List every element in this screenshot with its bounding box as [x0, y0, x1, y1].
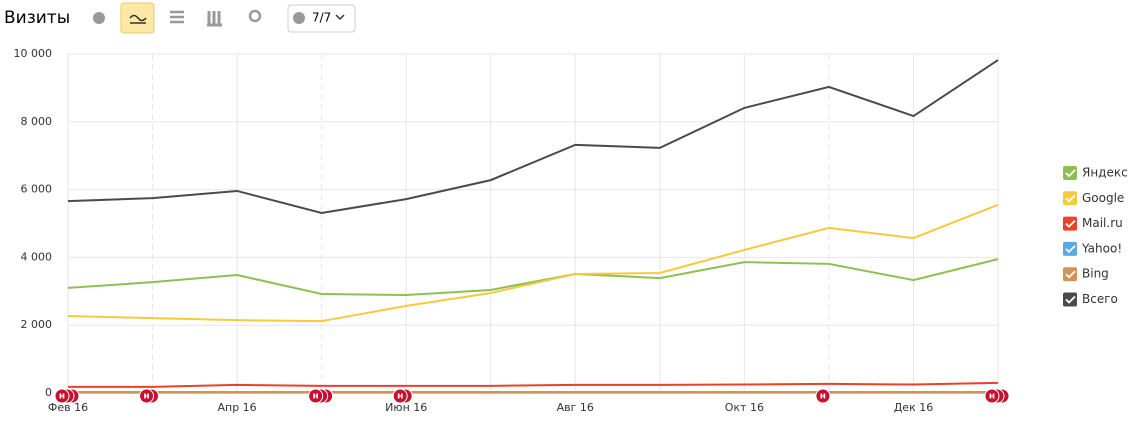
area-icon[interactable] — [170, 10, 184, 24]
annotation-label: н — [820, 392, 826, 402]
legend-label: Bing — [1082, 267, 1109, 281]
legend-label: Всего — [1082, 292, 1118, 306]
legend-label: Яндекс — [1082, 166, 1128, 180]
comment-icon — [293, 12, 305, 24]
annotation-label: н — [143, 392, 149, 402]
legend-check — [1065, 194, 1076, 203]
annotation-label: н — [313, 392, 319, 402]
x-tick-label: Июн 16 — [385, 401, 427, 414]
legend: Яндекс Google Mail.ru Yahoo! Bing Всего — [1063, 166, 1128, 307]
x-tick-label: Окт 16 — [725, 401, 764, 414]
annotation-label: н — [989, 392, 995, 402]
y-tick-label: 0 — [45, 386, 52, 399]
y-tick-label: 8 000 — [21, 115, 53, 128]
legend-label: Mail.ru — [1082, 216, 1123, 230]
dropdown-arrow — [335, 14, 345, 21]
legend-checkbox[interactable] — [1063, 241, 1077, 256]
series-line — [67, 59, 999, 215]
legend-label: Yahoo! — [1081, 241, 1122, 255]
annotation-label: н — [397, 392, 403, 402]
series-line — [67, 203, 999, 323]
line-icon — [129, 14, 147, 24]
legend-check — [1065, 219, 1076, 228]
legend-checkbox[interactable] — [1063, 191, 1077, 206]
annotation-marker — [815, 388, 831, 404]
legend-checkbox[interactable] — [1063, 292, 1077, 307]
annotation-marker — [139, 388, 155, 404]
chart-title: Визиты — [4, 8, 70, 28]
x-tick-label: Дек 16 — [894, 401, 934, 414]
x-tick-label: Фев 16 — [48, 401, 88, 414]
bar-icon[interactable] — [207, 11, 222, 27]
y-tick-label: 6 000 — [21, 183, 53, 196]
annotation-marker — [392, 388, 408, 404]
series-line — [67, 258, 999, 297]
series-line — [68, 381, 999, 388]
annotation-label: н — [59, 392, 65, 402]
y-tick-label: 10 000 — [14, 47, 53, 60]
pie-icon[interactable] — [93, 12, 105, 24]
filter-label: 7/7 — [312, 11, 331, 25]
y-tick-label: 2 000 — [21, 318, 53, 331]
annotation-marker — [308, 388, 324, 404]
x-tick-label: Авг 16 — [557, 401, 594, 414]
legend-checkbox[interactable] — [1063, 166, 1077, 180]
legend-check — [1065, 270, 1076, 279]
legend-checkbox[interactable] — [1063, 216, 1077, 231]
legend-checkbox[interactable] — [1063, 267, 1077, 282]
x-tick-label: Апр 16 — [217, 401, 256, 414]
legend-check — [1065, 169, 1076, 178]
filter-button[interactable] — [287, 4, 356, 33]
annotation-marker — [984, 388, 1000, 404]
legend-label: Google — [1082, 191, 1124, 205]
legend-check — [1065, 295, 1076, 304]
annotation-marker — [54, 388, 70, 404]
legend-check — [1065, 245, 1076, 254]
y-tick-label: 4 000 — [21, 250, 53, 263]
map-icon[interactable] — [248, 9, 262, 23]
toolbar: 7/7 — [93, 2, 356, 34]
